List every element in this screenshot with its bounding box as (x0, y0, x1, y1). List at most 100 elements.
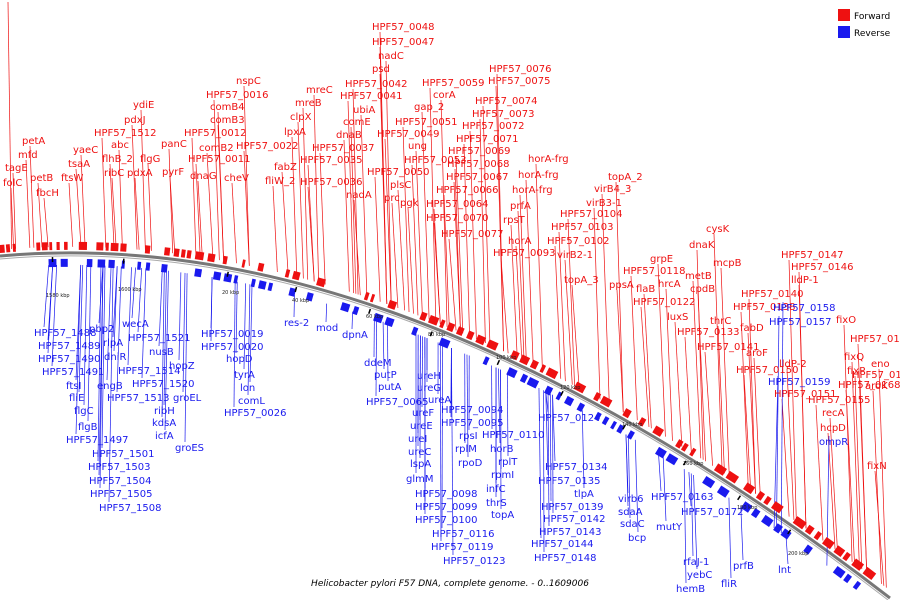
reverse-gene (258, 280, 267, 289)
legend-reverse-label: Reverse (854, 29, 891, 39)
forward-gene-label: aroF (746, 348, 768, 359)
reverse-gene-label: ureF (412, 408, 434, 419)
forward-gene-label: eno (871, 359, 890, 370)
reverse-gene-label: HPF57_1489 (38, 341, 100, 352)
reverse-gene-label: HPF57_0095 (441, 418, 503, 429)
forward-gene-label: fixO (836, 315, 856, 326)
forward-gene (242, 259, 246, 267)
reverse-gene-label: rplM (455, 444, 477, 455)
legend: Forward Reverse (838, 9, 891, 39)
reverse-gene-label: virb6 (618, 494, 644, 505)
forward-gene (805, 525, 815, 535)
forward-gene (257, 263, 264, 272)
reverse-connector (442, 344, 443, 528)
reverse-gene (161, 264, 168, 273)
forward-connector (675, 322, 682, 447)
reverse-gene-label: HPF57_0158 (773, 303, 835, 314)
forward-gene (466, 331, 474, 341)
reverse-gene (520, 374, 528, 383)
forward-gene-label: tagE (5, 163, 28, 174)
reverse-gene (702, 476, 715, 488)
forward-gene (79, 242, 87, 250)
reverse-gene-label: HPF57_0124 (538, 413, 600, 424)
reverse-gene-label: rpoD (458, 458, 483, 469)
reverse-gene-label: HPF57_0110 (482, 430, 544, 441)
reverse-gene-label: rlpA (103, 338, 123, 349)
forward-gene-label: HPF57_0064 (426, 199, 488, 210)
reverse-gene-label: glmM (406, 474, 434, 485)
forward-gene-label: yaeC (73, 145, 98, 156)
reverse-gene (87, 259, 93, 267)
forward-gene-label: ribC (104, 168, 124, 179)
forward-gene-label: flgG (140, 154, 160, 165)
forward-gene-label: HPF57_0071 (456, 134, 518, 145)
forward-gene-label: petA (22, 136, 45, 147)
forward-connector (449, 239, 456, 330)
forward-gene-label: mreB (295, 98, 322, 109)
forward-gene-label: fixQ (844, 352, 864, 363)
forward-gene (195, 251, 205, 260)
reverse-connector (659, 453, 661, 491)
forward-gene (756, 491, 765, 501)
forward-gene (56, 242, 59, 250)
reverse-gene (527, 377, 539, 389)
forward-gene (814, 531, 822, 540)
reverse-gene (506, 367, 517, 378)
forward-gene-label: nadC (378, 51, 404, 62)
forward-gene (111, 243, 119, 251)
forward-connector (44, 198, 48, 247)
reverse-connector (781, 302, 783, 533)
forward-gene-label: fabZ (274, 162, 297, 173)
position-tick-mark (295, 287, 296, 292)
reverse-gene-label: icfA (155, 431, 174, 442)
forward-gene (446, 322, 455, 332)
forward-gene (6, 244, 10, 252)
forward-gene (428, 315, 439, 326)
position-tick-label: 1580 kbp (46, 293, 70, 299)
reverse-gene (146, 262, 151, 270)
forward-gene-label: horA-frg (528, 154, 569, 165)
forward-gene (36, 242, 40, 250)
forward-gene (622, 408, 631, 418)
reverse-gene (411, 327, 418, 336)
reverse-gene-label: wecA (122, 319, 149, 330)
forward-connector (555, 246, 561, 379)
forward-gene-label: ppsA (609, 280, 634, 291)
reverse-gene-label: HPF57_1504 (89, 476, 151, 487)
forward-connector (685, 337, 691, 452)
forward-gene-label: rpsT (503, 215, 526, 226)
forward-gene (13, 244, 16, 252)
reverse-gene-label: HPF57_0135 (538, 476, 600, 487)
reverse-gene-label: HPF57_0148 (534, 553, 596, 564)
reverse-gene (483, 356, 490, 365)
reverse-gene-label: thrS (486, 498, 507, 509)
forward-gene-label: dnaB (336, 130, 362, 141)
reverse-gene-label: mutY (656, 522, 683, 533)
reverse-gene (251, 279, 256, 288)
forward-gene-label: cysK (706, 224, 730, 235)
reverse-connector (326, 304, 327, 322)
reverse-gene-label: ompR (819, 437, 848, 448)
forward-gene (486, 339, 498, 350)
forward-gene-label: comB4 (210, 102, 245, 113)
forward-gene-label: pdxA (127, 168, 153, 179)
position-tick-mark (561, 391, 563, 395)
reverse-connector (352, 312, 353, 329)
forward-gene-label: panC (161, 139, 187, 150)
forward-gene-label: virB2-1 (557, 250, 593, 261)
forward-gene-label: topA_2 (608, 172, 643, 183)
position-tick-label: 120 kbp (560, 385, 580, 391)
reverse-gene (627, 430, 635, 439)
forward-gene-label: lldP-2 (779, 359, 807, 370)
reverse-connector (185, 273, 187, 442)
reverse-gene-label: fliE (69, 393, 84, 404)
forward-gene-label: HPF57_0103 (551, 222, 613, 233)
reverse-gene-label: hopD (226, 354, 253, 365)
forward-gene-label: tsaA (68, 159, 90, 170)
reverse-gene-label: HPF57_0098 (415, 489, 477, 500)
forward-gene-label: dnaK (689, 240, 715, 251)
reverse-gene-label: HPF57_0134 (545, 462, 607, 473)
reverse-gene-label: prfB (733, 561, 754, 572)
forward-connector (8, 2, 12, 249)
forward-gene (763, 496, 771, 505)
